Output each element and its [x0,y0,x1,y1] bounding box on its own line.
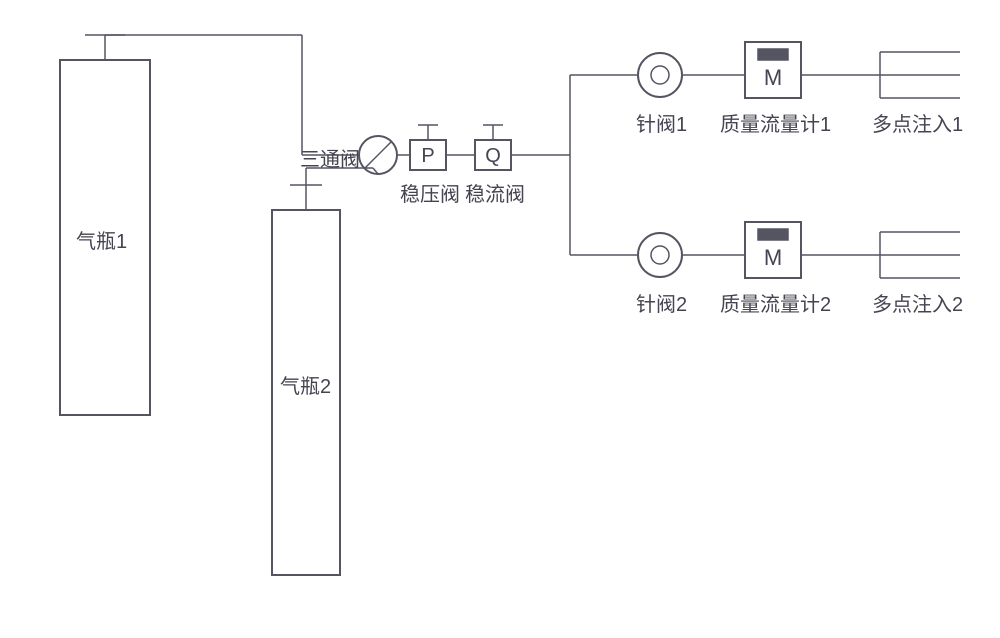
mass-flow-meter-1-label: 质量流量计1 [720,108,831,137]
mass-flow-2-letter: M [764,245,782,270]
multipoint-injection-2-label: 多点注入2 [872,288,963,317]
piping-diagram: P Q M M [0,0,1000,638]
cylinder-2-label: 气瓶2 [280,370,331,399]
mass-flow-1-letter: M [764,65,782,90]
pressure-regulator-label: 稳压阀 [400,178,460,207]
three-way-valve-label: 三通阀 [300,143,360,172]
needle-valve-1 [638,53,682,97]
needle-valve-2 [638,233,682,277]
cylinder-1-label: 气瓶1 [76,225,127,254]
flow-regulator-letter: Q [485,145,501,167]
pressure-regulator-letter: P [421,145,434,167]
multipoint-injection-1 [880,52,960,98]
mass-flow-meter-2-label: 质量流量计2 [720,288,831,317]
needle-valve-2-label: 针阀2 [636,288,687,317]
needle-valve-1-label: 针阀1 [636,108,687,137]
flow-regulator-label: 稳流阀 [465,178,525,207]
multipoint-injection-2 [880,232,960,278]
multipoint-injection-1-label: 多点注入1 [872,108,963,137]
